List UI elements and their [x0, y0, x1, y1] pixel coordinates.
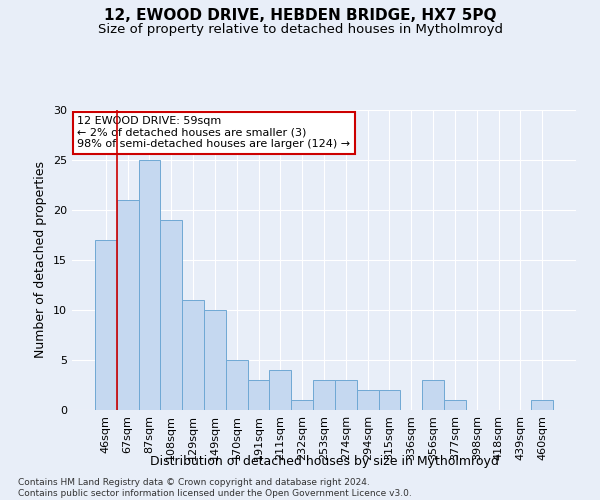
Text: Size of property relative to detached houses in Mytholmroyd: Size of property relative to detached ho… [97, 22, 503, 36]
Bar [335, 380, 357, 410]
Bar [291, 400, 313, 410]
Bar [357, 390, 379, 410]
Bar [444, 400, 466, 410]
Bar [248, 380, 269, 410]
Bar [379, 390, 400, 410]
Text: 12, EWOOD DRIVE, HEBDEN BRIDGE, HX7 5PQ: 12, EWOOD DRIVE, HEBDEN BRIDGE, HX7 5PQ [104, 8, 496, 22]
Text: Contains HM Land Registry data © Crown copyright and database right 2024.
Contai: Contains HM Land Registry data © Crown c… [18, 478, 412, 498]
Y-axis label: Number of detached properties: Number of detached properties [34, 162, 47, 358]
Text: Distribution of detached houses by size in Mytholmroyd: Distribution of detached houses by size … [149, 455, 499, 468]
Bar [422, 380, 444, 410]
Bar [139, 160, 160, 410]
Bar [531, 400, 553, 410]
Bar [117, 200, 139, 410]
Bar [269, 370, 291, 410]
Bar [95, 240, 117, 410]
Bar [226, 360, 248, 410]
Bar [182, 300, 204, 410]
Text: 12 EWOOD DRIVE: 59sqm
← 2% of detached houses are smaller (3)
98% of semi-detach: 12 EWOOD DRIVE: 59sqm ← 2% of detached h… [77, 116, 350, 149]
Bar [204, 310, 226, 410]
Bar [160, 220, 182, 410]
Bar [313, 380, 335, 410]
